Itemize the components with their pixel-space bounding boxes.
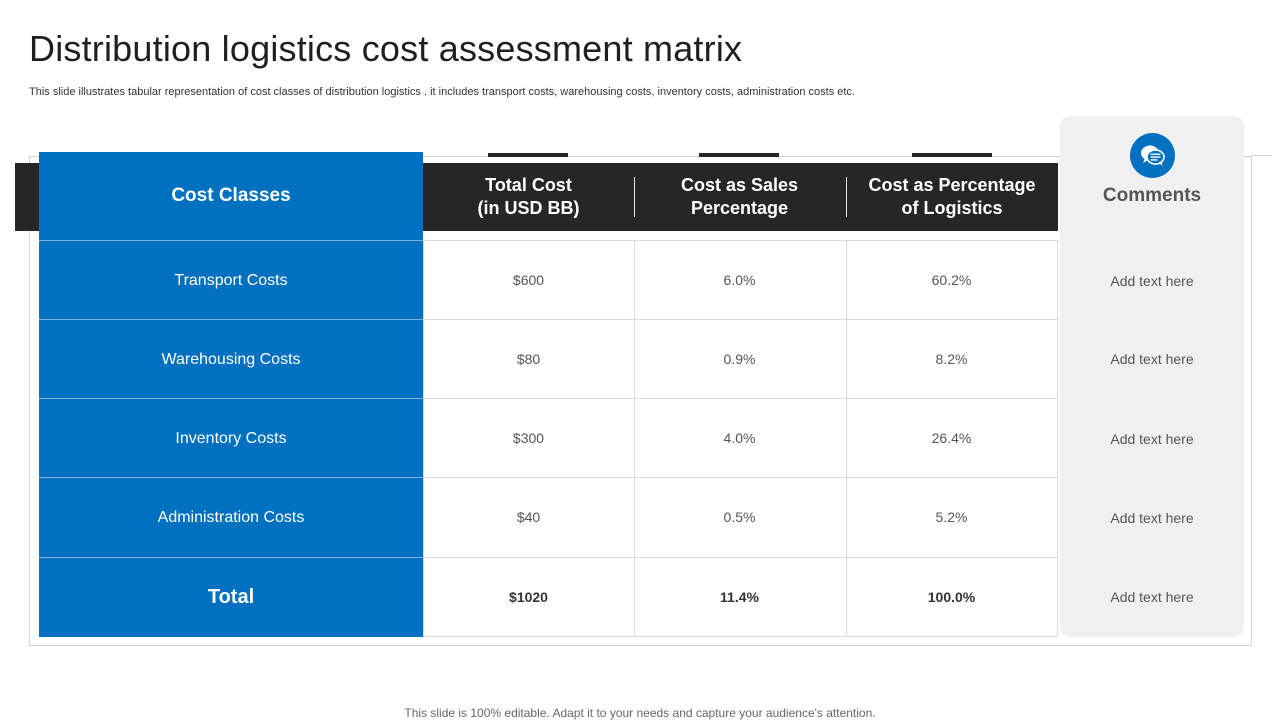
table-cell: 4.0% <box>723 429 756 446</box>
cost-classes-header: Cost Classes <box>171 185 291 206</box>
slide-title: Distribution logistics cost assessment m… <box>29 28 743 69</box>
row-label-inventory: Inventory Costs <box>39 398 423 478</box>
grid-divider <box>423 319 1058 320</box>
total-cell: 11.4% <box>720 588 759 605</box>
grid-divider <box>846 240 847 637</box>
header-logistics-percentage: Cost as Percentage of Logistics <box>868 175 1036 218</box>
comments-panel <box>1060 116 1244 637</box>
table-cell: $40 <box>516 508 541 525</box>
row-label-total: Total <box>39 557 423 637</box>
grid-divider <box>423 398 1058 399</box>
header-tab-mark <box>488 153 568 157</box>
table-cell: $300 <box>512 429 545 446</box>
comment-text[interactable]: Add text here <box>1110 350 1194 367</box>
chat-bubbles-icon <box>1130 133 1175 178</box>
comment-text[interactable]: Add text here <box>1110 272 1194 289</box>
table-cell: $600 <box>512 271 545 288</box>
header-sales-percentage: Cost as Sales Percentage <box>680 175 799 218</box>
header-tab-mark <box>912 153 992 157</box>
header-divider <box>846 177 847 217</box>
total-cell: $1020 <box>509 588 548 605</box>
table-cell: 0.9% <box>723 350 756 367</box>
header-total-cost: Total Cost (in USD BB) <box>477 175 580 218</box>
table-cell: 6.0% <box>723 271 756 288</box>
row-label-warehousing: Warehousing Costs <box>39 319 423 399</box>
table-cell: 5.2% <box>935 508 968 525</box>
grid-divider <box>423 557 1058 558</box>
table-cell: 60.2% <box>931 271 972 288</box>
slide-footer: This slide is 100% editable. Adapt it to… <box>404 706 876 720</box>
comment-text[interactable]: Add text here <box>1110 430 1194 447</box>
values-grid <box>423 240 1058 637</box>
comment-text[interactable]: Add text here <box>1110 588 1194 605</box>
comments-title: Comments <box>1102 185 1202 206</box>
row-label-administration: Administration Costs <box>39 477 423 557</box>
table-frame <box>29 156 1252 646</box>
header-tab-mark <box>699 153 779 157</box>
table-cell: 0.5% <box>723 508 756 525</box>
header-divider <box>634 177 635 217</box>
comment-text[interactable]: Add text here <box>1110 509 1194 526</box>
frame-accent-line <box>1252 155 1272 156</box>
cost-classes-column <box>39 152 423 637</box>
row-label-transport: Transport Costs <box>39 240 423 320</box>
grid-divider <box>423 477 1058 478</box>
grid-divider <box>634 240 635 637</box>
total-cell: 100.0% <box>927 588 976 605</box>
table-cell: $80 <box>516 350 541 367</box>
table-cell: 8.2% <box>935 350 968 367</box>
table-cell: 26.4% <box>931 429 972 446</box>
slide-subtitle: This slide illustrates tabular represent… <box>29 86 855 98</box>
